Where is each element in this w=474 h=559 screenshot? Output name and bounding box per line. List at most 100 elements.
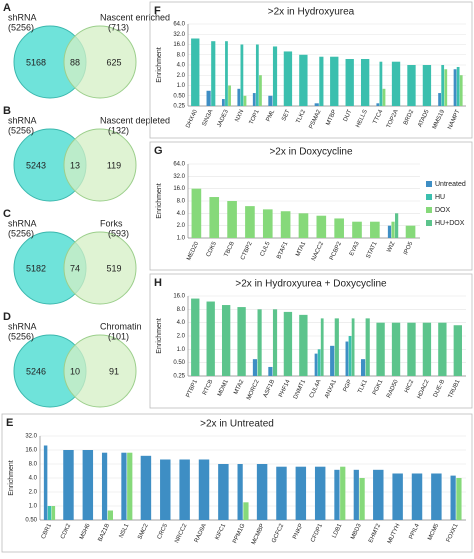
legend-swatch bbox=[426, 220, 432, 226]
y-tick-label: 1.0 bbox=[177, 83, 186, 89]
x-tick-label: MORC2 bbox=[246, 378, 261, 401]
panel-letter: A bbox=[3, 2, 11, 14]
bar bbox=[272, 46, 278, 106]
bar bbox=[317, 349, 321, 376]
x-tick-label: PSMA2 bbox=[308, 108, 322, 130]
bar bbox=[283, 311, 293, 376]
set-size: (593) bbox=[108, 228, 129, 238]
set-name: Forks bbox=[100, 218, 123, 228]
chart-title: >2x in Hydroxyurea bbox=[268, 7, 355, 18]
x-tick-label: FOXK1 bbox=[446, 522, 460, 543]
x-tick-label: PHF14 bbox=[278, 378, 292, 398]
y-tick-label: 16.0 bbox=[173, 186, 185, 192]
x-tick-label: ASF1B bbox=[263, 379, 276, 399]
legend-label: HU bbox=[435, 194, 445, 201]
x-tick-label: ATAD5 bbox=[417, 108, 431, 128]
legend-label: Untreated bbox=[435, 181, 466, 188]
y-axis-label: Enrichment bbox=[8, 460, 15, 495]
bar bbox=[43, 445, 48, 520]
bar bbox=[298, 213, 309, 238]
x-tick-label: CBR1 bbox=[41, 522, 53, 540]
bar bbox=[237, 307, 246, 376]
x-tick-label: TOP1 bbox=[249, 108, 261, 125]
bar bbox=[376, 322, 385, 376]
bar bbox=[262, 209, 273, 238]
bar bbox=[101, 452, 108, 520]
panel-letter: C bbox=[3, 208, 11, 220]
set-name: shRNA bbox=[8, 218, 37, 228]
x-tick-label: DUE-B bbox=[433, 379, 446, 398]
region-count: 119 bbox=[107, 160, 121, 170]
venn-circle bbox=[63, 231, 137, 305]
set-size: (132) bbox=[108, 125, 129, 135]
chart-title: >2x in Untreated bbox=[200, 419, 274, 430]
bar bbox=[407, 322, 416, 376]
x-tick-label: CTBP2 bbox=[240, 240, 254, 261]
x-tick-label: MED20 bbox=[186, 240, 200, 261]
bar bbox=[206, 301, 215, 376]
bar bbox=[206, 90, 211, 106]
bar bbox=[240, 44, 244, 106]
bar bbox=[453, 69, 457, 106]
bar bbox=[268, 95, 273, 106]
x-tick-label: TRUB1 bbox=[448, 378, 462, 399]
y-tick-label: 32.0 bbox=[173, 174, 185, 180]
x-tick-label: PPM1G bbox=[232, 523, 246, 545]
bar bbox=[63, 450, 74, 520]
bar bbox=[160, 459, 171, 520]
region-count: 519 bbox=[106, 263, 121, 273]
bar bbox=[438, 93, 441, 106]
bar bbox=[392, 473, 403, 520]
x-tick-label: CUL5 bbox=[260, 240, 272, 257]
x-tick-label: NRCC2 bbox=[174, 522, 188, 544]
bar bbox=[225, 41, 228, 106]
bar bbox=[255, 44, 259, 106]
legend-swatch bbox=[426, 194, 432, 200]
x-tick-label: SIN3A bbox=[202, 109, 215, 127]
bar bbox=[140, 455, 152, 520]
set-size: (5256) bbox=[8, 228, 34, 238]
bar bbox=[268, 366, 273, 376]
panel-letter: H bbox=[154, 277, 162, 289]
y-tick-label: 2.0 bbox=[177, 73, 186, 79]
x-tick-label: MCM5 bbox=[427, 522, 440, 541]
bar bbox=[221, 99, 225, 106]
set-size: (5256) bbox=[8, 125, 34, 135]
x-tick-label: STAT1 bbox=[366, 240, 379, 259]
bar bbox=[391, 221, 395, 238]
bar bbox=[47, 506, 52, 520]
bar bbox=[179, 459, 190, 520]
bar bbox=[314, 353, 318, 376]
bar bbox=[330, 56, 339, 106]
bar bbox=[243, 95, 247, 106]
x-tick-label: CDK2 bbox=[60, 522, 72, 540]
x-tick-label: EHMT2 bbox=[368, 522, 382, 544]
x-tick-label: NACC2 bbox=[311, 240, 325, 262]
bar bbox=[280, 211, 291, 238]
bar bbox=[334, 318, 339, 376]
y-tick-label: 8.0 bbox=[177, 307, 186, 313]
bar bbox=[395, 213, 399, 238]
bar bbox=[359, 478, 365, 520]
set-name: shRNA bbox=[8, 12, 37, 22]
bar bbox=[376, 103, 380, 106]
y-tick-label: 8.0 bbox=[177, 52, 186, 58]
x-tick-label: PML bbox=[266, 108, 277, 122]
y-tick-label: 2.0 bbox=[177, 334, 186, 340]
x-tick-label: MBD3 bbox=[350, 522, 363, 540]
region-count: 13 bbox=[70, 160, 80, 170]
x-tick-label: PNKP bbox=[292, 523, 304, 540]
bar bbox=[259, 75, 262, 106]
y-axis-label: Enrichment bbox=[156, 183, 163, 218]
x-tick-label: TTC4 bbox=[373, 108, 385, 125]
region-count: 74 bbox=[70, 263, 80, 273]
bar bbox=[191, 188, 202, 238]
region-count: 5168 bbox=[26, 57, 46, 67]
legend-swatch bbox=[426, 181, 432, 187]
venn-circle bbox=[63, 25, 137, 99]
bar bbox=[252, 93, 256, 106]
x-tick-label: EYA3 bbox=[349, 240, 361, 257]
x-tick-label: MCMBP bbox=[251, 523, 266, 546]
x-tick-label: ANXA1 bbox=[324, 378, 338, 399]
x-tick-label: PPIL4 bbox=[408, 522, 421, 540]
